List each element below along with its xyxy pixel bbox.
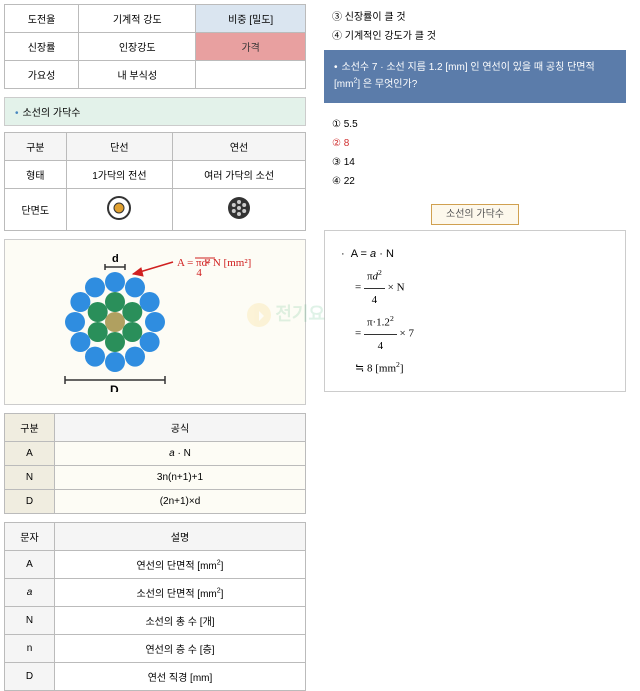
th: 단선 [66, 133, 173, 161]
diagram-box: d D A = πd²4× N [mm²] 전기요 [4, 239, 306, 405]
cell: 내 부식성 [79, 61, 196, 89]
cell: N [5, 607, 55, 635]
section-title: 소선의 가닥수 [23, 108, 81, 119]
cell: 가요성 [5, 61, 79, 89]
cell: n [5, 635, 55, 663]
cell: 도전율 [5, 5, 79, 33]
wire-type-table: 구분단선연선 형태1가닥의 전선여러 가닥의 소선 단면도 [4, 132, 306, 231]
option[interactable]: ③ 14 [332, 153, 618, 172]
pretext-line: ④ 기계적인 강도가 클 것 [332, 27, 618, 46]
wire-diagram: d D A = πd²4× N [mm²] [25, 252, 285, 392]
formula-table: 구분공식 Aa · N N3n(n+1)+1 D(2n+1)×d [4, 413, 306, 514]
cell: 1가닥의 전선 [66, 161, 173, 189]
cell: D [5, 490, 55, 514]
th: 공식 [55, 414, 306, 442]
th: 연선 [173, 133, 306, 161]
cell: 단면도 [5, 189, 67, 231]
cell: 여러 가닥의 소선 [173, 161, 306, 189]
cell: 기계적 강도 [79, 5, 196, 33]
cell: 연선의 단면적 [mm2] [55, 551, 306, 579]
cell [196, 61, 306, 89]
option[interactable]: ④ 22 [332, 172, 618, 191]
cell: 연선 직경 [mm] [55, 663, 306, 691]
properties-table: 도전율기계적 강도비중 [밀도] 신장률인장강도가격 가요성내 부식성 [4, 4, 306, 89]
answer-header: 소선의 가닥수 [324, 205, 626, 220]
answer-header-label: 소선의 가닥수 [431, 204, 519, 225]
cell: D [5, 663, 55, 691]
svg-text:D: D [110, 383, 119, 392]
solution-line: = π·1.224 × 7 [355, 311, 609, 357]
solution-line: · A = a · N [341, 243, 609, 265]
option[interactable]: ① 5.5 [332, 115, 618, 134]
cell: 인장강도 [79, 33, 196, 61]
cell: A [5, 551, 55, 579]
cell: N [5, 466, 55, 490]
solution-line: ≒ 8 [mm2] [355, 357, 609, 380]
pretext-line: ③ 신장률이 클 것 [332, 8, 618, 27]
svg-text:A = πd²4× N [mm²]: A = πd²4× N [mm²] [177, 257, 251, 279]
cell: 3n(n+1)+1 [55, 466, 306, 490]
cell-highlight: 가격 [196, 33, 306, 61]
answer-options: ① 5.5 ② 8 ③ 14 ④ 22 [324, 111, 626, 195]
th: 구분 [5, 133, 67, 161]
cell: 신장률 [5, 33, 79, 61]
description-table: 문자설명 A연선의 단면적 [mm2] a소선의 단면적 [mm2] N소선의 … [4, 522, 306, 691]
cell: A [5, 442, 55, 466]
stranded-wire-icon [173, 189, 306, 231]
cell: 형태 [5, 161, 67, 189]
question-text: 소선수 7 · 소선 지름 1.2 [mm] 인 연선이 있을 때 공칭 단면적… [334, 62, 595, 90]
question-box: •소선수 7 · 소선 지름 1.2 [mm] 인 연선이 있을 때 공칭 단면… [324, 50, 626, 103]
cell: 연선의 층 수 [층] [55, 635, 306, 663]
th: 문자 [5, 523, 55, 551]
cell: (2n+1)×d [55, 490, 306, 514]
cell: a · N [55, 442, 306, 466]
cell: 소선의 총 수 [개] [55, 607, 306, 635]
option-correct[interactable]: ② 8 [332, 134, 618, 153]
section-header: •소선의 가닥수 [4, 97, 306, 126]
cell-highlight: 비중 [밀도] [196, 5, 306, 33]
cell: a [5, 579, 55, 607]
single-wire-icon [66, 189, 173, 231]
pretext-options: ③ 신장률이 클 것 ④ 기계적인 강도가 클 것 [324, 4, 626, 50]
th: 구분 [5, 414, 55, 442]
th: 설명 [55, 523, 306, 551]
solution-line: = πd24 × N [355, 265, 609, 311]
svg-text:d: d [112, 253, 119, 265]
watermark: 전기요 [247, 300, 325, 327]
solution-box: · A = a · N = πd24 × N = π·1.224 × 7 ≒ 8… [324, 230, 626, 392]
cell: 소선의 단면적 [mm2] [55, 579, 306, 607]
